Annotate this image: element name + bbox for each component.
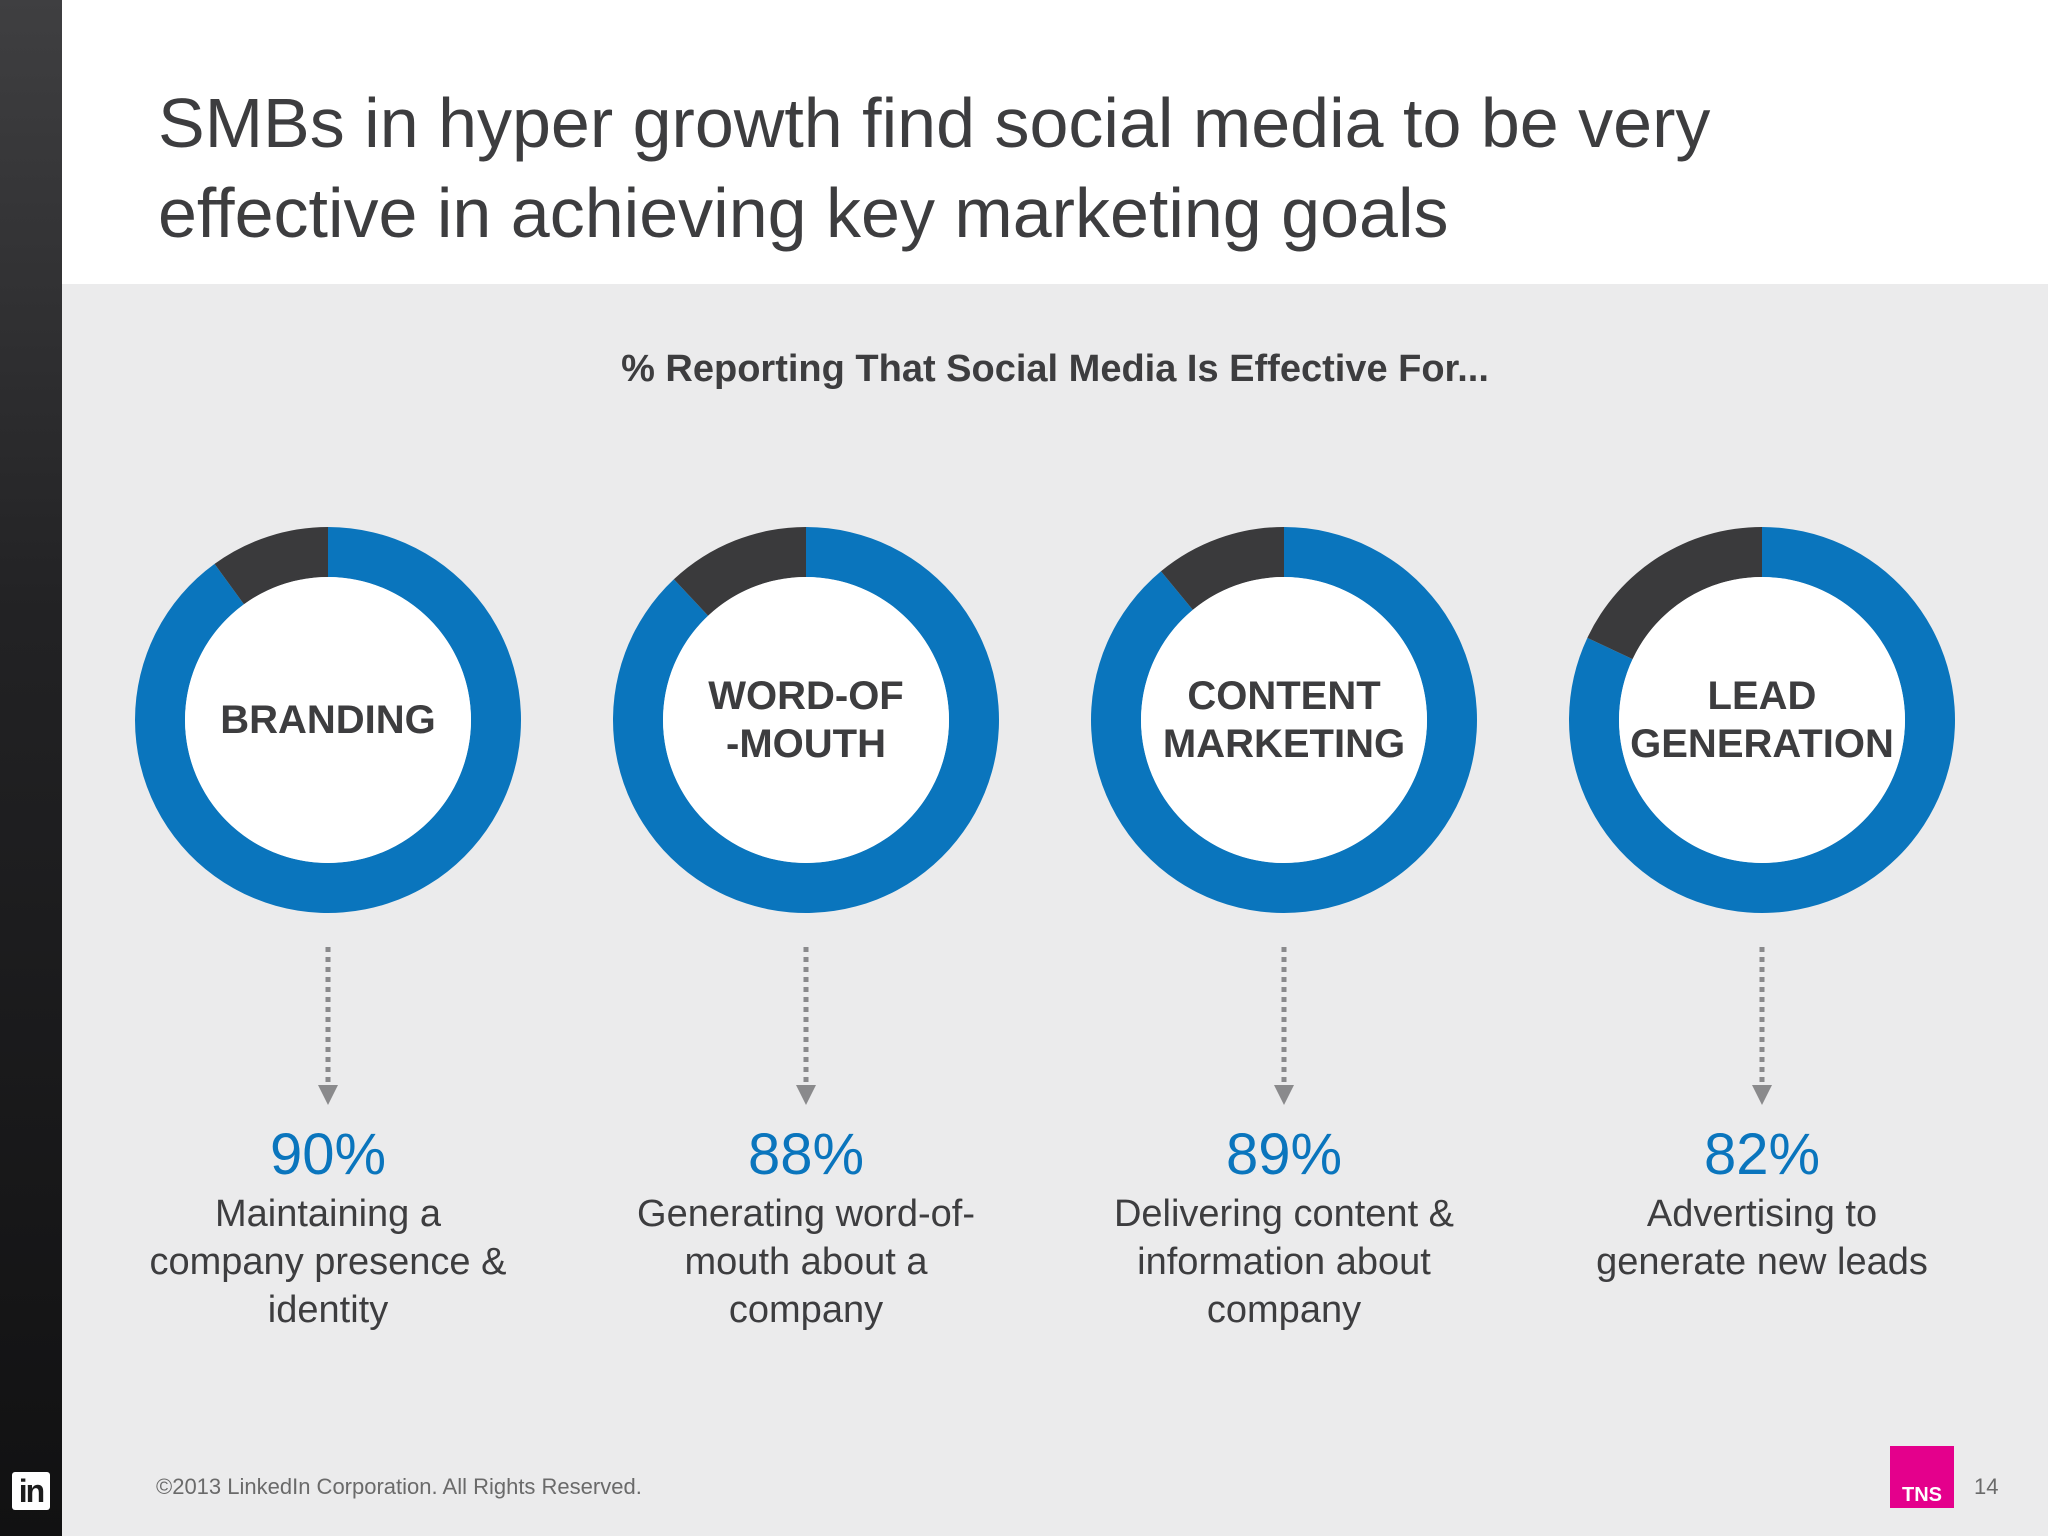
copyright-footer: ©2013 LinkedIn Corporation. All Rights R… [156,1474,642,1499]
donut-chart-word-of-mouth [613,527,999,913]
donut-group-content-marketing: CONTENT MARKETING 89% Delivering content… [1084,520,1484,1340]
item-description: Generating word-of- mouth about a compan… [637,1193,975,1331]
down-arrow-icon [318,947,338,1105]
donut-group-branding: BRANDING 90% Maintaining a company prese… [128,520,528,1340]
donut-center [185,577,471,863]
donut-chart-branding [134,527,521,913]
percent-value: 90% [269,1122,387,1187]
chart-panel [62,284,2048,1536]
donut-segment-remainder [214,527,328,605]
donut-group-lead-generation: LEAD GENERATION 82% Advertising to gener… [1562,520,1962,1340]
donut-group-word-of-mouth: WORD-OF -MOUTH 88% Generating word-of- m… [606,520,1006,1340]
percent-value: 88% [747,1122,865,1187]
item-description: Maintaining a company presence & identit… [149,1193,507,1331]
percent-value: 89% [1225,1122,1343,1187]
arrow-head [1752,1085,1772,1105]
donut-label: CONTENT MARKETING [1162,674,1406,766]
item-description: Delivering content & information about c… [1113,1193,1455,1331]
donut-center [663,577,949,863]
donut-center [1619,577,1905,863]
arrow-head [318,1085,338,1105]
donut-segment-remainder [1160,527,1284,610]
tns-logo: TNS [1890,1446,1954,1508]
donut-label: LEAD GENERATION [1630,674,1894,766]
donut-segment-remainder [1587,527,1762,660]
linkedin-logo: in [12,1472,50,1510]
left-sidebar-bar [0,0,62,1536]
arrow-head [1274,1085,1294,1105]
page-number: 14 [1974,1474,1999,1499]
down-arrow-icon [1274,947,1294,1105]
donut-chart-lead-generation [1569,527,1955,913]
donut-label: BRANDING [220,698,436,742]
donut-label: WORD-OF -MOUTH [708,674,904,766]
slide-title: SMBs in hyper growth find social media t… [158,84,1711,252]
donut-segment-remainder [673,527,806,616]
item-description: Advertising to generate new leads [1596,1193,1928,1283]
donut-chart-content-marketing [1091,527,1477,913]
percent-value: 82% [1703,1122,1821,1187]
down-arrow-icon [796,947,816,1105]
down-arrow-icon [1752,947,1772,1105]
chart-subtitle: % Reporting That Social Media Is Effecti… [621,348,1489,390]
arrow-head [796,1085,816,1105]
donut-center [1141,577,1427,863]
